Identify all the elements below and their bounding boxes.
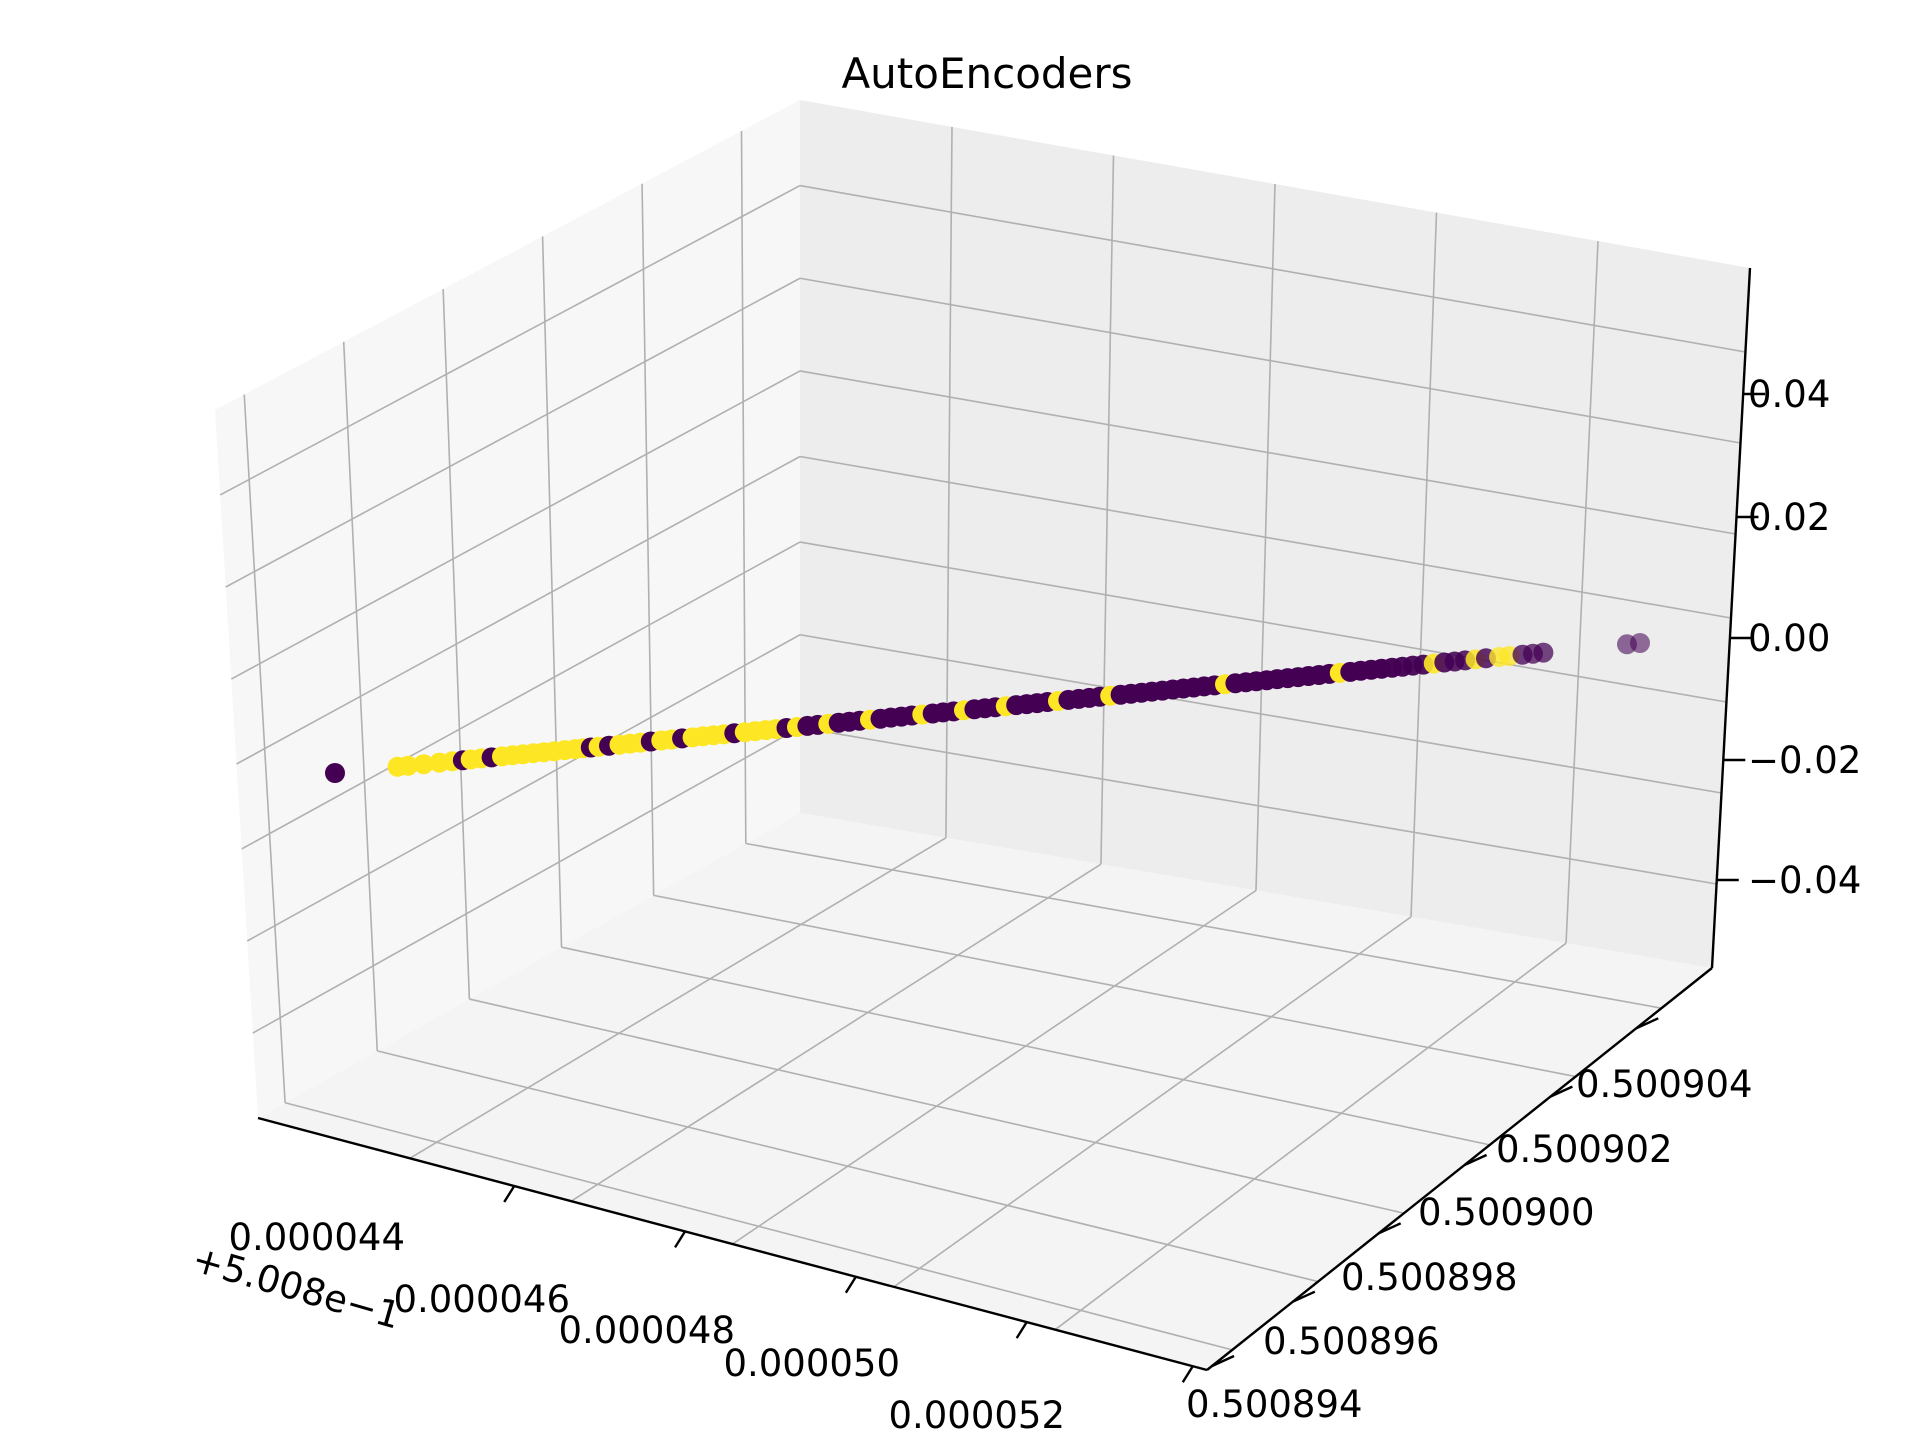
data-point [325, 763, 345, 783]
tick-mark [503, 1185, 516, 1203]
grid-line [541, 236, 563, 948]
grid-line [1565, 241, 1599, 944]
x-tick-label: 0.000052 [888, 1394, 1065, 1437]
data-point [1630, 633, 1650, 653]
data-points [325, 633, 1650, 783]
tick-mark [674, 1230, 687, 1249]
y-tick-label: 0.500902 [1496, 1128, 1673, 1171]
y-axis-line [1206, 967, 1713, 1371]
y-tick-label: 0.500900 [1418, 1191, 1595, 1234]
grid-line [252, 726, 801, 1034]
x-tick-label: 0.000046 [393, 1278, 570, 1321]
tick-mark [1378, 1222, 1402, 1235]
grid-line [225, 277, 801, 588]
data-point [413, 754, 434, 775]
grid-line [442, 289, 471, 1000]
x-tick-label: 0.000048 [558, 1309, 735, 1352]
y-tick-label: 0.500904 [1576, 1063, 1753, 1106]
chart-title: AutoEncoders [841, 49, 1132, 98]
z-tick-label: 0.02 [1748, 496, 1830, 539]
tick-mark [844, 1276, 857, 1294]
y-tick-label: 0.500894 [1186, 1383, 1363, 1426]
grid-line [236, 455, 801, 765]
x-tick-label: 0.000044 [228, 1216, 405, 1259]
grid-line [246, 634, 801, 942]
tick-mark [1635, 1017, 1659, 1030]
grid-line [342, 341, 379, 1051]
grid-line [893, 916, 1412, 1288]
z-tick-label: 0.00 [1748, 617, 1830, 660]
y-tick-label: 0.500898 [1341, 1256, 1518, 1299]
tick-mark [1292, 1290, 1316, 1303]
axis-ticks [503, 392, 1766, 1383]
tick-mark [1549, 1085, 1573, 1098]
right-pane [800, 100, 1750, 968]
grid-line [1100, 155, 1115, 865]
grid-line [732, 889, 1257, 1245]
x-tick-label: 0.000050 [723, 1342, 900, 1385]
z-axis-line [1710, 267, 1752, 969]
tick-mark [1015, 1321, 1028, 1339]
data-point [1533, 642, 1554, 663]
grid-line [1054, 942, 1567, 1331]
x-axis-line [257, 1116, 1208, 1372]
grid-line [570, 863, 1102, 1202]
grid-line [409, 837, 947, 1160]
tick-mark [1211, 1354, 1235, 1368]
z-tick-label: −0.04 [1748, 859, 1861, 902]
grid-line [230, 370, 801, 680]
grid-lines [219, 126, 1746, 1351]
axis-lines [257, 267, 1752, 1372]
grid-line [1410, 212, 1438, 917]
z-tick-label: 0.04 [1748, 373, 1830, 416]
grid-line [243, 394, 286, 1103]
tick-mark [1181, 1365, 1194, 1383]
grid-line [1255, 183, 1276, 891]
z-tick-label: −0.02 [1748, 739, 1861, 782]
grid-line [641, 183, 655, 896]
grid-line [219, 184, 801, 496]
tick-mark [1464, 1153, 1488, 1167]
y-tick-label: 0.500896 [1263, 1320, 1440, 1363]
grid-line [241, 541, 801, 850]
data-point [398, 755, 419, 776]
